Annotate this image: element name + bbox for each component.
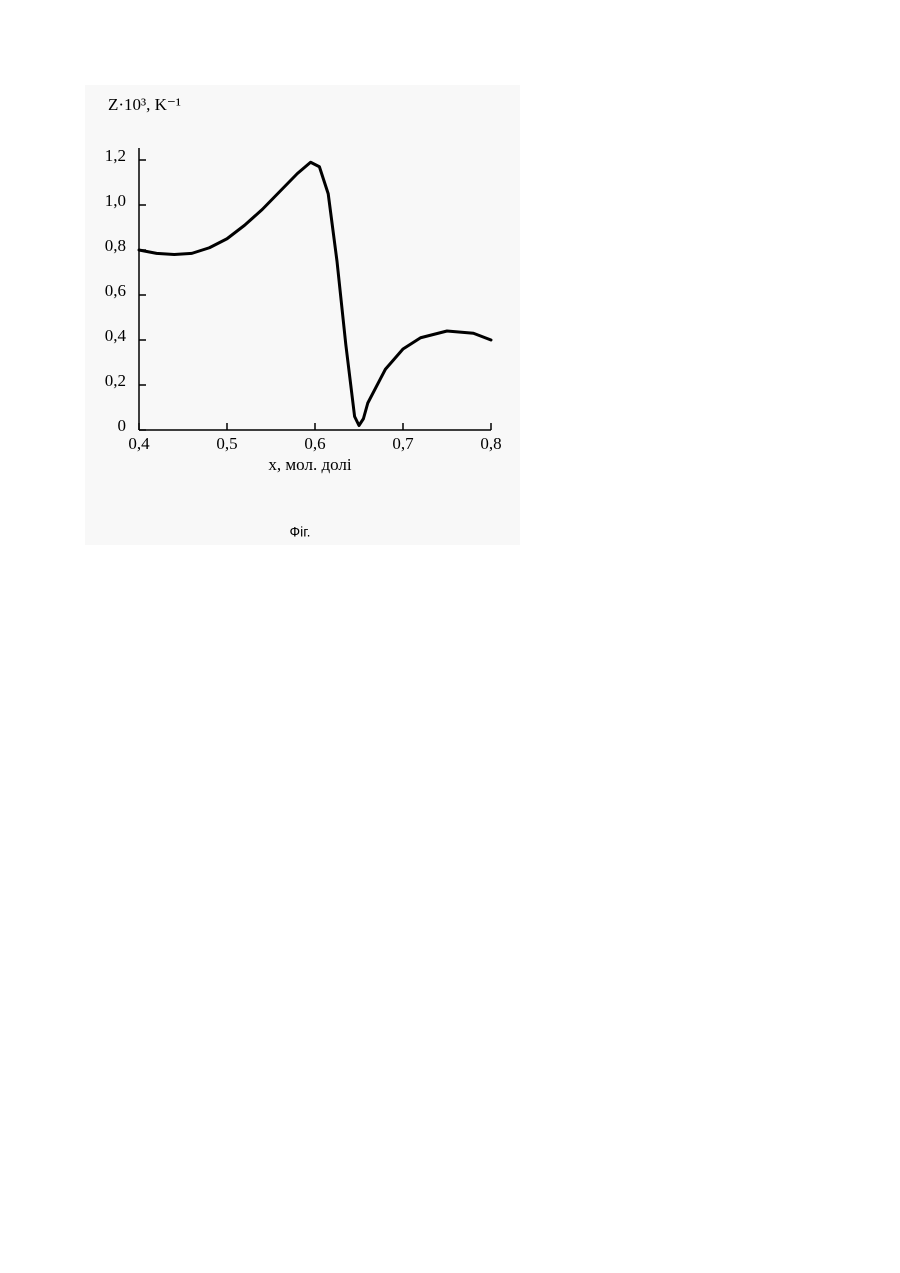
y-tick-label: 1,2 (105, 146, 126, 165)
chart: Z·10³, K⁻¹ x, мол. долі Фіг. 0 0,2 0,4 0,6 0… (0, 0, 900, 1273)
x-tick-label: 0,6 (304, 434, 325, 453)
y-tick-label: 1,0 (105, 191, 126, 210)
figure-caption: Фіг. (289, 524, 310, 540)
y-tick-label: 0,6 (105, 281, 126, 300)
x-tick-label: 0,7 (392, 434, 414, 453)
x-axis-label: x, мол. долі (268, 455, 351, 474)
y-axis-label: Z·10³, K⁻¹ (108, 95, 181, 114)
y-tick-label: 0,2 (105, 371, 126, 390)
figure-background (85, 85, 520, 545)
x-tick-label: 0,8 (480, 434, 501, 453)
y-tick-label: 0,4 (105, 326, 127, 345)
x-tick-label: 0,4 (128, 434, 150, 453)
y-tick-label: 0,8 (105, 236, 126, 255)
y-tick-label: 0 (118, 416, 127, 435)
x-tick-label: 0,5 (216, 434, 237, 453)
page: {"chart_data": {"type": "line", "ylabel"… (0, 0, 900, 1273)
